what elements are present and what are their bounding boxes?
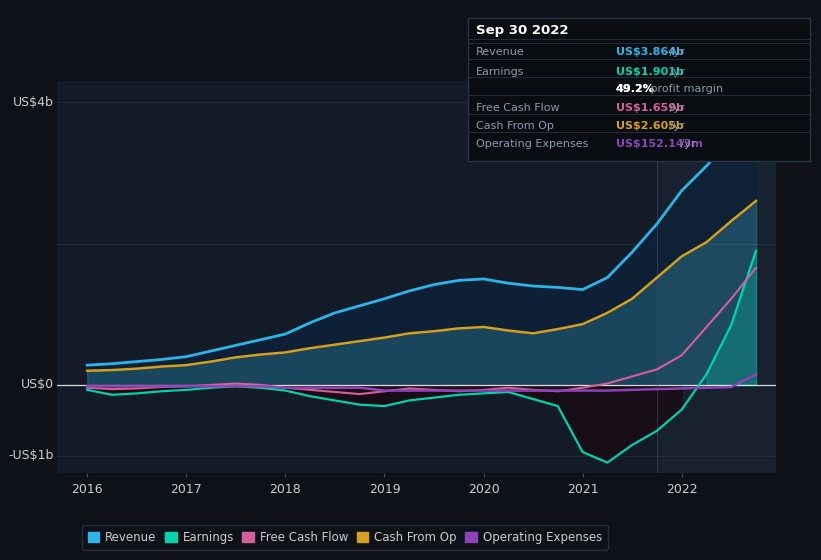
- Text: -US$1b: -US$1b: [8, 449, 54, 462]
- Text: /yr: /yr: [666, 102, 685, 113]
- Text: US$4b: US$4b: [13, 96, 54, 109]
- Text: /yr: /yr: [666, 121, 685, 131]
- Text: Free Cash Flow: Free Cash Flow: [476, 102, 560, 113]
- Text: US$3.864b: US$3.864b: [616, 46, 684, 57]
- Text: profit margin: profit margin: [647, 84, 723, 94]
- Text: US$2.605b: US$2.605b: [616, 121, 684, 131]
- Text: Revenue: Revenue: [476, 46, 525, 57]
- Text: 49.2%: 49.2%: [616, 84, 654, 94]
- Text: US$1.901b: US$1.901b: [616, 67, 684, 77]
- Text: Earnings: Earnings: [476, 67, 525, 77]
- Text: US$152.143m: US$152.143m: [616, 139, 703, 150]
- Text: Operating Expenses: Operating Expenses: [476, 139, 589, 150]
- Text: US$0: US$0: [21, 379, 54, 391]
- Text: Sep 30 2022: Sep 30 2022: [476, 24, 569, 37]
- Text: US$1.659b: US$1.659b: [616, 102, 684, 113]
- Legend: Revenue, Earnings, Free Cash Flow, Cash From Op, Operating Expenses: Revenue, Earnings, Free Cash Flow, Cash …: [81, 525, 608, 549]
- Bar: [657, 81, 776, 473]
- Text: Cash From Op: Cash From Op: [476, 121, 554, 131]
- Text: /yr: /yr: [677, 139, 695, 150]
- Text: /yr: /yr: [666, 46, 685, 57]
- Text: /yr: /yr: [666, 67, 685, 77]
- Text: 49.2%: 49.2%: [616, 84, 654, 94]
